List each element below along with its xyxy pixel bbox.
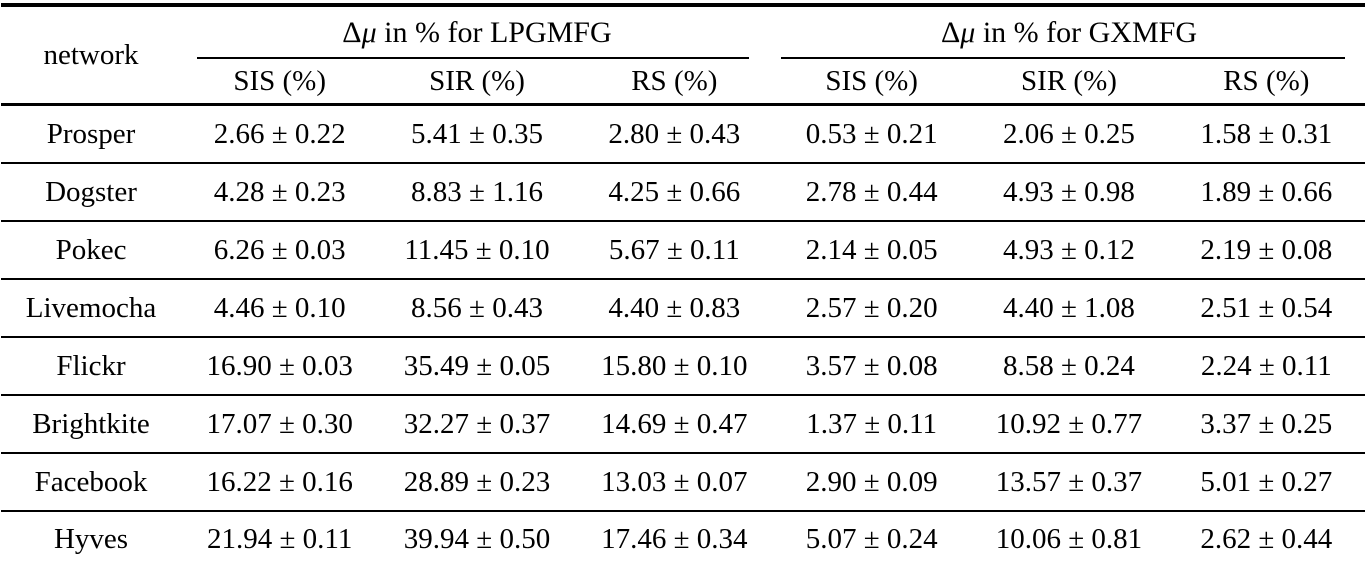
table-row: Dogster 4.28 ± 0.23 8.83 ± 1.16 4.25 ± 0… xyxy=(1,163,1365,222)
value-cell: 0.53 ± 0.21 xyxy=(772,104,971,164)
table-row: Facebook 16.22 ± 0.16 28.89 ± 0.23 13.03… xyxy=(1,453,1365,512)
col-header-gxmfg-sir: SIR (%) xyxy=(970,59,1168,106)
value-cell: 3.37 ± 0.25 xyxy=(1167,395,1365,454)
network-cell: Prosper xyxy=(1,104,181,164)
mu-symbol: μ xyxy=(361,16,377,49)
value-cell: 5.67 ± 0.11 xyxy=(575,221,773,280)
table-header: network Δμ in % for LPGMFG Δμ in % for G… xyxy=(1,5,1365,106)
network-cell: Dogster xyxy=(1,163,181,222)
value-cell: 1.37 ± 0.11 xyxy=(772,395,971,454)
value-cell: 4.93 ± 0.98 xyxy=(970,163,1168,222)
network-column-header: network xyxy=(1,5,181,106)
network-cell: Pokec xyxy=(1,221,181,280)
value-cell: 2.19 ± 0.08 xyxy=(1167,221,1365,280)
value-cell: 8.56 ± 0.43 xyxy=(378,279,576,338)
group-header-gxmfg-text: in % for GXMFG xyxy=(975,16,1197,49)
group-header-lpgmfg: Δμ in % for LPGMFG xyxy=(181,5,773,59)
value-cell: 10.92 ± 0.77 xyxy=(970,395,1168,454)
value-cell: 4.28 ± 0.23 xyxy=(181,163,379,222)
value-cell: 17.46 ± 0.34 xyxy=(601,523,748,555)
value-cell: 15.80 ± 0.10 xyxy=(575,337,773,396)
col-header-gxmfg-sis: SIS (%) xyxy=(772,59,971,106)
col-header-lpgmfg-rs: RS (%) xyxy=(575,59,773,106)
value-cell: 4.46 ± 0.10 xyxy=(181,279,379,338)
value-cell: 2.24 ± 0.11 xyxy=(1167,337,1365,396)
table-row: Livemocha 4.46 ± 0.10 8.56 ± 0.43 4.40 ±… xyxy=(1,279,1365,338)
network-cell: Hyves xyxy=(53,523,129,555)
value-cell: 2.14 ± 0.05 xyxy=(772,221,971,280)
col-header-gxmfg-rs: RS (%) xyxy=(1167,59,1365,106)
value-cell: 6.26 ± 0.03 xyxy=(181,221,379,280)
value-cell: 4.25 ± 0.66 xyxy=(575,163,773,222)
col-header-lpgmfg-sis: SIS (%) xyxy=(181,59,379,106)
group-header-gxmfg: Δμ in % for GXMFG xyxy=(773,5,1365,59)
value-cell: 35.49 ± 0.05 xyxy=(378,337,576,396)
subcolumn-header-row: SIS (%) SIR (%) RS (%) SIS (%) SIR (%) R… xyxy=(1,59,1365,106)
group-header-row: network Δμ in % for LPGMFG Δμ in % for G… xyxy=(1,5,1365,106)
table-row: Hyves 21.94 ± 0.11 39.94 ± 0.50 17.46 ± … xyxy=(1,511,1365,565)
value-cell: 8.83 ± 1.16 xyxy=(378,163,576,222)
table-body: Prosper 2.66 ± 0.22 5.41 ± 0.35 2.80 ± 0… xyxy=(1,104,1365,565)
value-cell: 4.40 ± 0.83 xyxy=(575,279,773,338)
value-cell: 2.51 ± 0.54 xyxy=(1167,279,1365,338)
value-cell: 10.06 ± 0.81 xyxy=(995,523,1143,555)
value-cell: 3.57 ± 0.08 xyxy=(772,337,971,396)
delta-symbol: Δ xyxy=(342,16,362,49)
value-cell: 5.07 ± 0.24 xyxy=(805,523,938,555)
table-row: Flickr 16.90 ± 0.03 35.49 ± 0.05 15.80 ±… xyxy=(1,337,1365,396)
table-row: Brightkite 17.07 ± 0.30 32.27 ± 0.37 14.… xyxy=(1,395,1365,454)
value-cell: 21.94 ± 0.11 xyxy=(206,523,353,555)
value-cell: 16.90 ± 0.03 xyxy=(181,337,379,396)
value-cell: 13.57 ± 0.37 xyxy=(970,453,1168,512)
value-cell: 4.93 ± 0.12 xyxy=(970,221,1168,280)
value-cell: 1.89 ± 0.66 xyxy=(1167,163,1365,222)
value-cell: 16.22 ± 0.16 xyxy=(181,453,379,512)
value-cell: 14.69 ± 0.47 xyxy=(575,395,773,454)
value-cell: 2.62 ± 0.44 xyxy=(1200,523,1333,555)
network-cell: Facebook xyxy=(1,453,181,512)
value-cell: 2.78 ± 0.44 xyxy=(772,163,971,222)
network-cell: Flickr xyxy=(1,337,181,396)
value-cell: 17.07 ± 0.30 xyxy=(181,395,379,454)
network-cell: Livemocha xyxy=(1,279,181,338)
table-row: Pokec 6.26 ± 0.03 11.45 ± 0.10 5.67 ± 0.… xyxy=(1,221,1365,280)
results-table: network Δμ in % for LPGMFG Δμ in % for G… xyxy=(1,3,1365,565)
value-cell: 13.03 ± 0.07 xyxy=(575,453,773,512)
network-cell: Brightkite xyxy=(1,395,181,454)
value-cell: 11.45 ± 0.10 xyxy=(378,221,576,280)
value-cell: 5.01 ± 0.27 xyxy=(1167,453,1365,512)
delta-symbol: Δ xyxy=(940,16,961,49)
value-cell: 2.06 ± 0.25 xyxy=(970,104,1168,164)
value-cell: 2.66 ± 0.22 xyxy=(181,104,379,164)
value-cell: 2.57 ± 0.20 xyxy=(772,279,971,338)
value-cell: 4.40 ± 1.08 xyxy=(970,279,1168,338)
value-cell: 39.94 ± 0.50 xyxy=(403,523,551,555)
group-header-lpgmfg-text: in % for LPGMFG xyxy=(376,16,612,49)
value-cell: 2.90 ± 0.09 xyxy=(772,453,971,512)
value-cell: 5.41 ± 0.35 xyxy=(378,104,576,164)
value-cell: 1.58 ± 0.31 xyxy=(1167,104,1365,164)
table-row: Prosper 2.66 ± 0.22 5.41 ± 0.35 2.80 ± 0… xyxy=(1,104,1365,164)
value-cell: 28.89 ± 0.23 xyxy=(378,453,576,512)
col-header-lpgmfg-sir: SIR (%) xyxy=(378,59,576,106)
value-cell: 8.58 ± 0.24 xyxy=(970,337,1168,396)
mu-symbol: μ xyxy=(960,16,976,49)
value-cell: 2.80 ± 0.43 xyxy=(575,104,773,164)
value-cell: 32.27 ± 0.37 xyxy=(378,395,576,454)
